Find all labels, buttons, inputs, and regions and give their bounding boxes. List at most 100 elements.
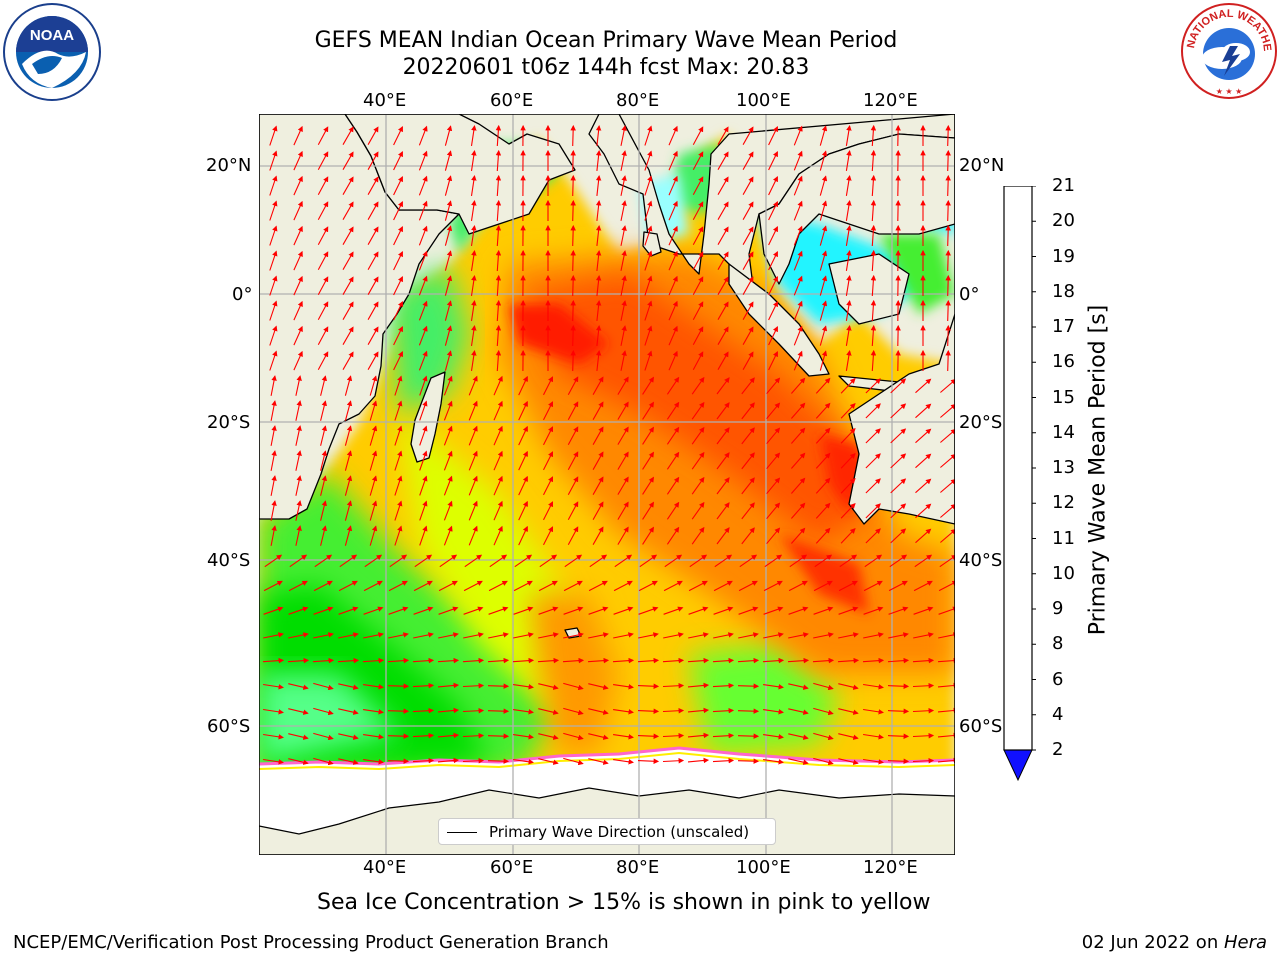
direction-arrow [845, 200, 852, 221]
direction-arrow [388, 606, 409, 615]
direction-arrow [269, 350, 278, 371]
direction-arrow [463, 606, 484, 615]
direction-arrow [613, 734, 634, 740]
direction-arrow [741, 377, 755, 395]
direction-arrow [613, 759, 634, 765]
direction-arrow [766, 452, 781, 470]
direction-arrow [790, 377, 806, 394]
direction-arrow [470, 175, 477, 196]
direction-arrow [768, 151, 778, 171]
direction-arrow [742, 151, 754, 170]
direction-arrow [293, 175, 303, 196]
direction-arrow [662, 657, 685, 664]
map-title: GEFS MEAN Indian Ocean Primary Wave Mean… [314, 28, 898, 53]
direction-arrow [637, 708, 660, 714]
direction-arrow [913, 580, 933, 592]
direction-arrow [313, 606, 334, 615]
direction-arrow [716, 402, 730, 420]
direction-arrow [813, 732, 834, 741]
direction-arrow [387, 708, 410, 714]
direction-arrow [443, 425, 453, 446]
direction-arrow [940, 478, 955, 493]
direction-arrow [468, 500, 478, 521]
direction-arrow [342, 151, 354, 170]
direction-arrow [870, 274, 877, 297]
direction-arrow [620, 125, 627, 146]
direction-arrow [538, 606, 559, 615]
direction-arrow [742, 326, 754, 345]
direction-arrow [588, 632, 609, 639]
direction-arrow [313, 632, 334, 639]
direction-arrow [738, 606, 759, 615]
direction-arrow [567, 501, 579, 521]
direction-arrow [790, 452, 806, 469]
direction-arrow [788, 758, 809, 765]
direction-arrow [462, 732, 485, 739]
direction-arrow [837, 657, 860, 664]
colorbar-tick-label: 20 [1052, 210, 1075, 232]
direction-arrow [367, 251, 379, 270]
direction-arrow [313, 580, 333, 592]
direction-arrow [470, 250, 477, 271]
direction-arrow [915, 453, 932, 469]
direction-arrow [742, 301, 754, 320]
direction-arrow [563, 632, 584, 639]
direction-arrow [588, 733, 609, 740]
direction-arrow [692, 276, 704, 296]
legend-line-icon [447, 832, 477, 833]
direction-arrow [815, 427, 831, 444]
colorbar-tick-label: 12 [1052, 492, 1075, 514]
direction-arrow [495, 249, 502, 272]
direction-arrow [317, 301, 329, 321]
colorbar-tick-label: 10 [1052, 562, 1075, 584]
direction-arrow [945, 199, 951, 222]
direction-arrow [870, 149, 877, 172]
direction-arrow [666, 426, 680, 445]
direction-arrow [666, 526, 680, 545]
direction-arrow [620, 325, 627, 346]
colorbar-title: Primary Wave Mean Period [s] [1085, 304, 1111, 636]
direction-arrow [741, 427, 755, 445]
direction-arrow [320, 400, 328, 421]
direction-arrow [543, 376, 553, 396]
direction-arrow [940, 378, 955, 393]
direction-arrow [717, 201, 729, 220]
direction-arrow [764, 554, 783, 568]
direction-arrow [488, 580, 508, 592]
direction-arrow [369, 500, 378, 521]
lat-label-right-40s: 40°S [959, 550, 1003, 571]
direction-arrow [444, 175, 453, 196]
direction-arrow [393, 201, 403, 221]
direction-arrow [320, 525, 328, 546]
direction-arrow [592, 501, 604, 520]
direction-arrow [613, 632, 634, 639]
direction-arrow [362, 657, 385, 664]
direction-arrow [865, 403, 881, 419]
direction-arrow [264, 554, 283, 568]
colorbar-tick-label: 19 [1052, 245, 1075, 267]
direction-arrow [790, 527, 806, 544]
direction-arrow [269, 150, 278, 171]
direction-arrow [393, 151, 403, 171]
direction-arrow [293, 250, 303, 271]
direction-arrow [613, 709, 634, 715]
direction-arrow [815, 477, 831, 494]
direction-arrow [419, 525, 428, 546]
direction-arrow [620, 150, 627, 171]
direction-arrow [543, 501, 553, 521]
direction-arrow [288, 632, 309, 639]
direction-arrow [314, 554, 333, 568]
direction-arrow [644, 175, 653, 196]
direction-arrow [819, 225, 828, 246]
direction-arrow [644, 325, 653, 346]
direction-arrow [444, 150, 453, 171]
wave-period-map [259, 114, 955, 855]
direction-arrow [269, 125, 278, 146]
direction-arrow [620, 275, 627, 296]
direction-arrow [819, 325, 828, 346]
direction-arrow [493, 425, 503, 446]
direction-arrow [666, 451, 680, 470]
direction-arrow [668, 225, 678, 246]
direction-arrow [470, 150, 477, 171]
direction-arrow [838, 758, 859, 765]
